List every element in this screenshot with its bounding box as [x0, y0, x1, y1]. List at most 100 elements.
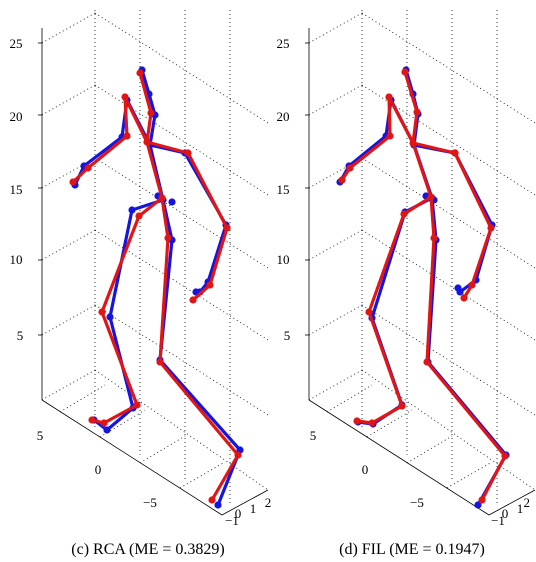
joint [368, 419, 376, 427]
joint [427, 193, 435, 201]
grid-line [308, 84, 363, 116]
grid-line [139, 435, 186, 464]
grid-line [179, 461, 226, 489]
joint [386, 132, 394, 140]
grid-line [308, 229, 363, 261]
z-tick: 5 [17, 328, 24, 343]
joint [147, 109, 155, 117]
joint [84, 164, 92, 172]
bone [411, 141, 433, 199]
joint [189, 296, 197, 304]
joint [103, 426, 111, 434]
bone [425, 236, 436, 364]
bone [367, 212, 406, 314]
joint [156, 358, 164, 366]
x-tick: 2 [524, 495, 531, 510]
grid-line [41, 369, 96, 401]
joint [400, 210, 408, 218]
joint [409, 139, 417, 147]
bone [453, 151, 493, 230]
bone [367, 310, 404, 408]
joint [136, 69, 144, 77]
bone [191, 283, 212, 302]
axis-line [41, 399, 223, 516]
skeleton-blue [336, 66, 510, 509]
skeleton-red [338, 68, 509, 504]
joint [121, 93, 129, 101]
joint [353, 417, 361, 425]
joint [365, 308, 373, 316]
bone [100, 310, 139, 407]
z-tick: 15 [10, 182, 23, 197]
grid-line [308, 304, 363, 336]
y-tick: 5 [37, 428, 44, 443]
grid-line [406, 435, 453, 464]
joint [214, 501, 222, 509]
joint [223, 224, 231, 232]
x-tick: 0 [502, 506, 509, 521]
bone [145, 140, 190, 155]
axes-ticks: 5 10 15 20 25 5 0 −5 −1 0 1 2 [277, 36, 531, 528]
bone [105, 406, 135, 432]
joint [135, 212, 143, 220]
joint [234, 451, 242, 459]
joint [98, 308, 106, 316]
z-tick: 20 [10, 109, 23, 124]
bone [370, 404, 404, 425]
skeletons [336, 66, 510, 509]
joint [206, 281, 214, 289]
z-tick: 25 [277, 36, 290, 51]
grid-line [94, 229, 269, 341]
joint [451, 149, 459, 157]
joint [158, 194, 166, 202]
panel-fil: 5 10 15 20 25 5 0 −5 −1 0 1 2 (d) FIL (M… [277, 10, 536, 558]
joint [123, 132, 131, 140]
bone [411, 110, 419, 145]
grid-line [366, 409, 413, 438]
joint [133, 401, 141, 409]
grid-line [446, 461, 493, 489]
joint [401, 68, 409, 76]
grid-line [94, 12, 269, 124]
bone [145, 111, 153, 144]
bone [480, 454, 507, 502]
bone [387, 95, 392, 138]
bone [429, 195, 436, 240]
bone [138, 71, 153, 115]
joint [468, 281, 476, 289]
bone [86, 134, 129, 170]
bone [145, 140, 164, 200]
bone [348, 134, 392, 170]
axes-grid [38, 10, 269, 516]
joint [385, 93, 393, 101]
joint [106, 313, 114, 321]
axis-line [308, 399, 490, 516]
bone [160, 196, 170, 240]
bone [158, 360, 240, 457]
grid-line [41, 229, 96, 261]
joint [164, 234, 172, 242]
grid-line [94, 157, 269, 269]
skeletons [69, 66, 244, 509]
bone [82, 135, 124, 168]
caption-fil: (d) FIL (ME = 0.1947) [339, 541, 485, 558]
grid-line [59, 384, 106, 413]
axis-line [488, 489, 536, 516]
grid-line [361, 229, 536, 341]
z-tick: 20 [277, 109, 290, 124]
joint [143, 138, 151, 146]
z-tick: 10 [277, 252, 290, 267]
z-tick: 25 [10, 36, 23, 51]
bone [100, 214, 141, 314]
joint [487, 224, 495, 232]
bone [137, 196, 164, 218]
x-tick: 2 [265, 495, 272, 510]
bone [347, 134, 388, 168]
bone [403, 70, 419, 114]
joint [398, 402, 406, 410]
grid-line [308, 12, 363, 44]
axes-ticks: 5 10 15 20 25 5 0 −5 −1 0 1 2 [10, 36, 272, 528]
bone [425, 360, 507, 458]
joint [460, 294, 468, 302]
